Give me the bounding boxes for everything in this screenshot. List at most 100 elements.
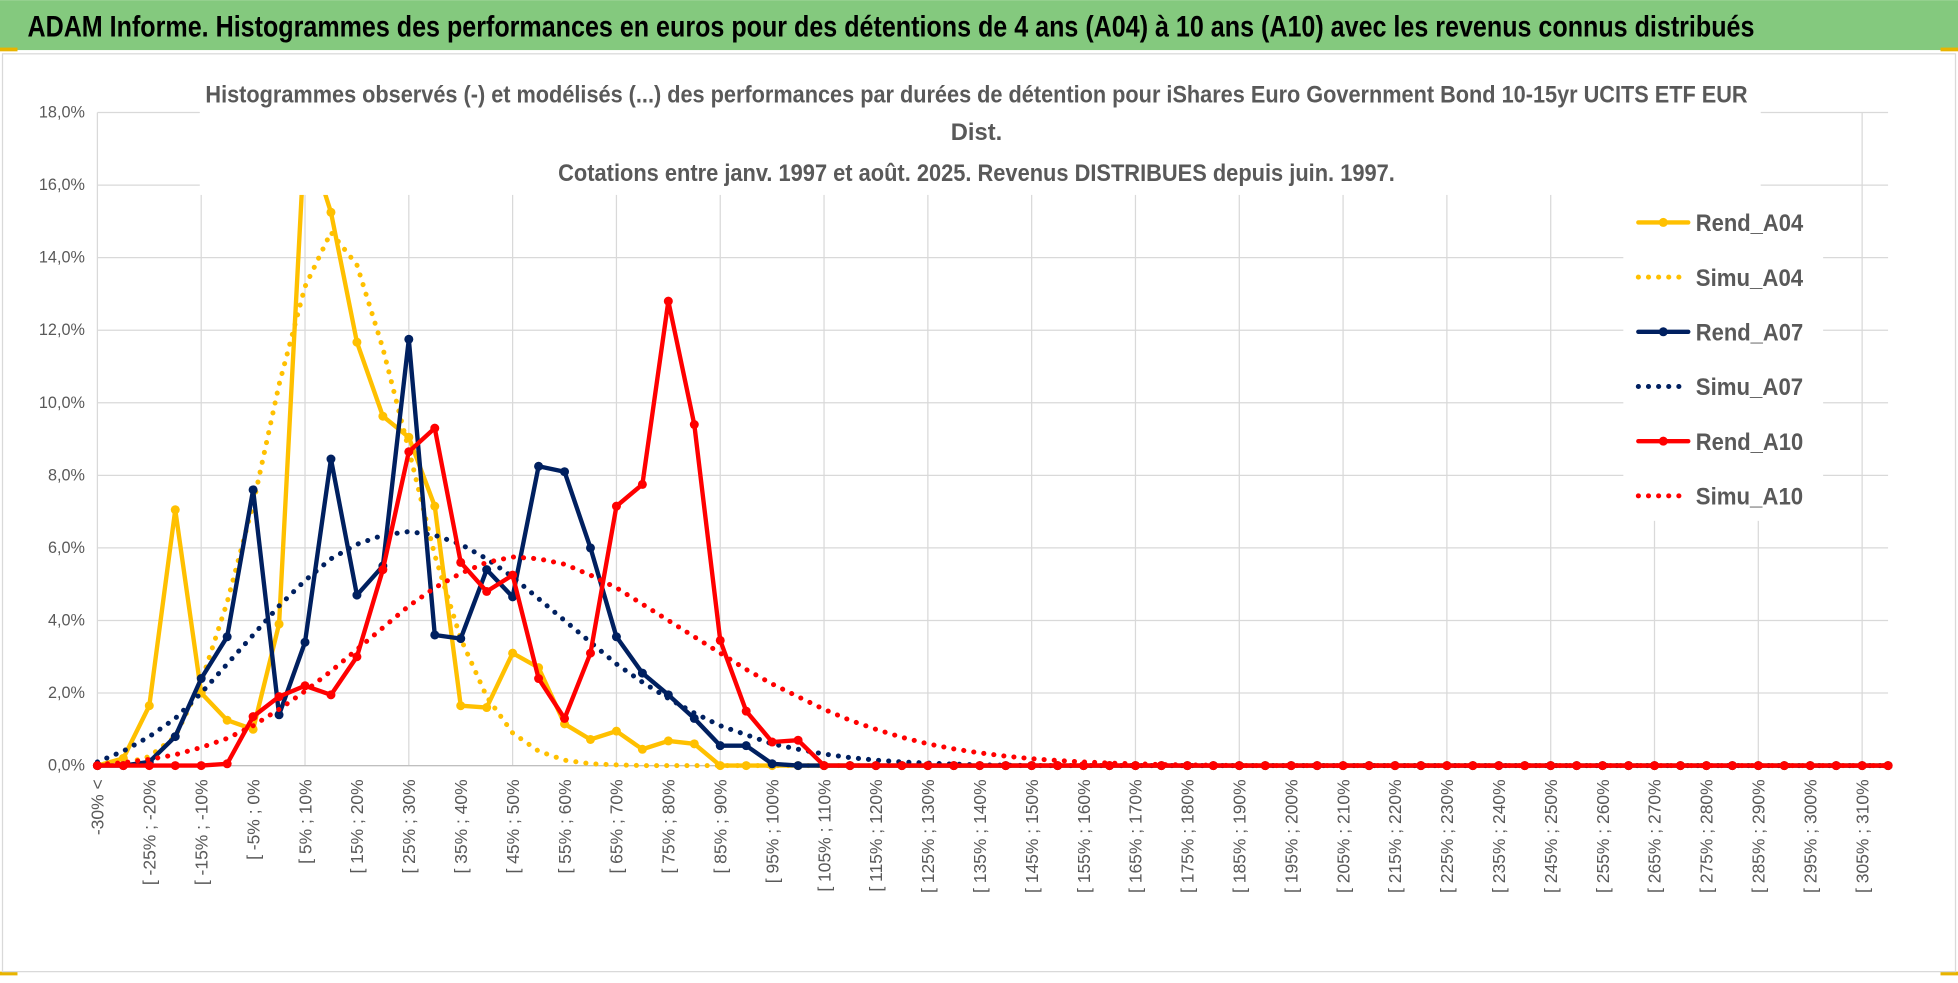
- x-tick-label: [ 245% ; 250%: [1541, 779, 1561, 893]
- marker: [585, 543, 595, 553]
- marker: [637, 479, 647, 489]
- marker: [352, 590, 362, 600]
- marker: [637, 668, 647, 678]
- x-tick-label: [ 275% ; 280%: [1697, 779, 1717, 893]
- marker: [274, 710, 284, 720]
- marker: [637, 744, 647, 754]
- marker: [871, 761, 881, 771]
- y-tick-label: 2,0%: [48, 684, 85, 702]
- legend-marker: [1658, 327, 1668, 337]
- x-tick-label: [ -5% ; 0%: [243, 779, 263, 860]
- corner-accent: [0, 47, 18, 52]
- marker: [1338, 761, 1348, 771]
- legend-label: Simu_A07: [1696, 375, 1803, 401]
- marker: [170, 505, 180, 515]
- marker: [819, 761, 829, 771]
- marker: [585, 648, 595, 658]
- marker: [274, 692, 284, 702]
- chart-title: Cotations entre janv. 1997 et août. 2025…: [558, 161, 1395, 187]
- marker: [118, 753, 128, 763]
- marker: [767, 759, 777, 769]
- x-tick-label: [ 285% ; 290%: [1749, 779, 1769, 893]
- marker: [923, 761, 933, 771]
- chart-border: [1, 53, 1957, 973]
- banner-title: ADAM Informe. Histogrammes des performan…: [27, 10, 1754, 43]
- marker: [793, 761, 803, 771]
- x-tick-label: [ 155% ; 160%: [1074, 779, 1094, 893]
- model-line: [94, 554, 1891, 769]
- x-tick-label: [ 305% ; 310%: [1852, 779, 1872, 893]
- marker: [222, 632, 232, 642]
- marker: [170, 761, 180, 771]
- marker: [482, 586, 492, 596]
- x-tick-label: [ 125% ; 130%: [918, 779, 938, 893]
- marker: [300, 637, 310, 647]
- marker: [1520, 761, 1530, 771]
- marker: [378, 565, 388, 575]
- marker: [793, 735, 803, 745]
- marker: [326, 690, 336, 700]
- marker: [144, 701, 154, 711]
- y-tick-label: 10,0%: [39, 394, 85, 412]
- legend-label: Rend_A10: [1696, 430, 1803, 456]
- legend-background: [1623, 193, 1824, 521]
- y-tick-label: 4,0%: [48, 611, 85, 629]
- marker: [689, 713, 699, 723]
- x-tick-label: [ 175% ; 180%: [1178, 779, 1198, 893]
- marker: [897, 761, 907, 771]
- x-tick-label: [ 15% ; 20%: [347, 779, 367, 873]
- legend-label: Rend_A07: [1696, 321, 1803, 347]
- marker: [456, 701, 466, 711]
- marker: [430, 501, 440, 511]
- x-tick-label: [ 255% ; 260%: [1593, 779, 1613, 893]
- x-tick-label: [ 135% ; 140%: [970, 779, 990, 893]
- marker: [378, 411, 388, 421]
- marker: [689, 739, 699, 749]
- model-line: [94, 529, 1891, 769]
- marker: [1883, 761, 1893, 771]
- marker: [1053, 761, 1063, 771]
- legend-label: Simu_A10: [1696, 485, 1803, 511]
- marker: [456, 634, 466, 644]
- marker: [222, 759, 232, 769]
- marker: [534, 674, 544, 684]
- x-tick-label: [ 25% ; 30%: [399, 779, 419, 873]
- x-tick-label: [ 105% ; 110%: [814, 779, 834, 891]
- marker: [611, 501, 621, 511]
- marker: [845, 761, 855, 771]
- marker: [975, 761, 985, 771]
- marker: [741, 706, 751, 716]
- marker: [274, 619, 284, 629]
- x-tick-label: [ 235% ; 240%: [1489, 779, 1509, 893]
- x-tick-label: [ 215% ; 220%: [1385, 779, 1405, 893]
- marker: [430, 630, 440, 640]
- marker: [1650, 761, 1660, 771]
- marker: [248, 485, 258, 495]
- marker: [508, 570, 518, 580]
- x-tick-label: [ -15% ; -10%: [191, 779, 211, 885]
- x-tick-label: [ 35% ; 40%: [451, 779, 471, 873]
- marker: [1468, 761, 1478, 771]
- marker: [326, 207, 336, 217]
- marker: [456, 557, 466, 567]
- x-tick-label: [ 205% ; 210%: [1333, 779, 1353, 893]
- y-tick-label: 18,0%: [39, 104, 85, 122]
- marker: [663, 296, 673, 306]
- marker: [508, 648, 518, 658]
- legend-label: Rend_A04: [1696, 211, 1804, 237]
- x-tick-label: [ 95% ; 100%: [762, 779, 782, 883]
- title-background: [199, 72, 1761, 195]
- marker: [170, 732, 180, 742]
- marker: [611, 632, 621, 642]
- marker: [1286, 761, 1296, 771]
- corner-accent: [0, 971, 18, 976]
- marker: [482, 703, 492, 713]
- x-tick-label: [ 165% ; 170%: [1126, 779, 1146, 893]
- chart-title: Dist.: [951, 120, 1002, 146]
- y-tick-label: 6,0%: [48, 539, 85, 557]
- x-tick-label: [ 145% ; 150%: [1022, 779, 1042, 893]
- corner-accent: [1940, 971, 1958, 976]
- x-tick-label: [ 295% ; 300%: [1800, 779, 1820, 893]
- marker: [300, 681, 310, 691]
